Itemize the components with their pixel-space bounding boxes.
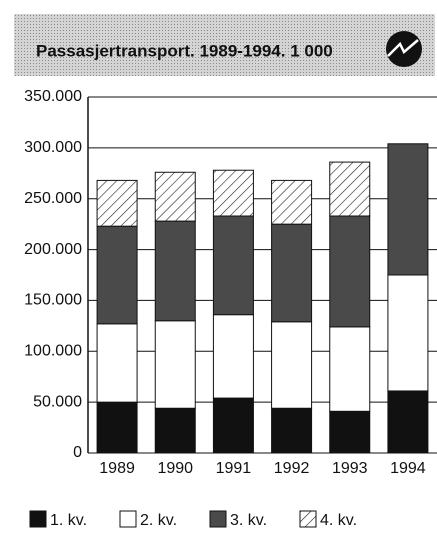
bar-segment <box>96 225 138 325</box>
bar-segment <box>329 326 371 412</box>
bar-segment <box>329 161 371 217</box>
header-box <box>14 14 435 76</box>
bar-segment <box>154 171 196 222</box>
bar-segment <box>96 323 138 403</box>
bar-segment <box>96 179 138 227</box>
bar-segment <box>154 407 196 454</box>
bar-segment <box>271 321 313 409</box>
legend-label: 1. kv. <box>50 512 87 529</box>
bar-segment <box>387 143 429 276</box>
legend-label: 3. kv. <box>230 512 267 529</box>
y-tick-label: 300.000 <box>24 139 82 156</box>
y-tick-label: 0 <box>73 444 82 461</box>
legend-label: 4. kv. <box>320 512 357 529</box>
x-tick-label: 1989 <box>99 460 135 477</box>
bar-segment <box>96 401 138 454</box>
x-tick-label: 1993 <box>332 460 368 477</box>
bar-segment <box>271 179 313 225</box>
chart-title: Passasjertransport. 1989-1994. 1 000 <box>36 41 333 60</box>
bar-segment <box>387 274 429 392</box>
bar-segment <box>212 169 254 217</box>
y-tick-label: 150.000 <box>24 292 82 309</box>
logo <box>386 31 422 67</box>
x-tick-label: 1990 <box>157 460 193 477</box>
bar-segment <box>154 320 196 409</box>
x-tick-label: 1991 <box>216 460 252 477</box>
bar-segment <box>329 215 371 328</box>
bar-segment <box>212 397 254 454</box>
y-tick-label: 100.000 <box>24 343 82 360</box>
y-tick-label: 50.000 <box>33 393 82 410</box>
bar-segment <box>271 223 313 323</box>
legend-swatch <box>299 510 317 528</box>
bar-segment <box>387 390 429 454</box>
legend-swatch <box>119 510 137 528</box>
bar-segment <box>329 410 371 454</box>
x-tick-label: 1992 <box>274 460 310 477</box>
x-tick-label: 1994 <box>390 460 426 477</box>
legend-swatch <box>29 510 47 528</box>
y-tick-label: 250.000 <box>24 190 82 207</box>
bar-segment <box>212 314 254 399</box>
legend-label: 2. kv. <box>140 512 177 529</box>
y-tick-label: 350.000 <box>24 88 82 105</box>
y-tick-label: 200.000 <box>24 241 82 258</box>
legend-swatch <box>209 510 227 528</box>
bar-segment <box>212 215 254 316</box>
bar-segment <box>154 220 196 322</box>
bar-segment <box>271 407 313 454</box>
